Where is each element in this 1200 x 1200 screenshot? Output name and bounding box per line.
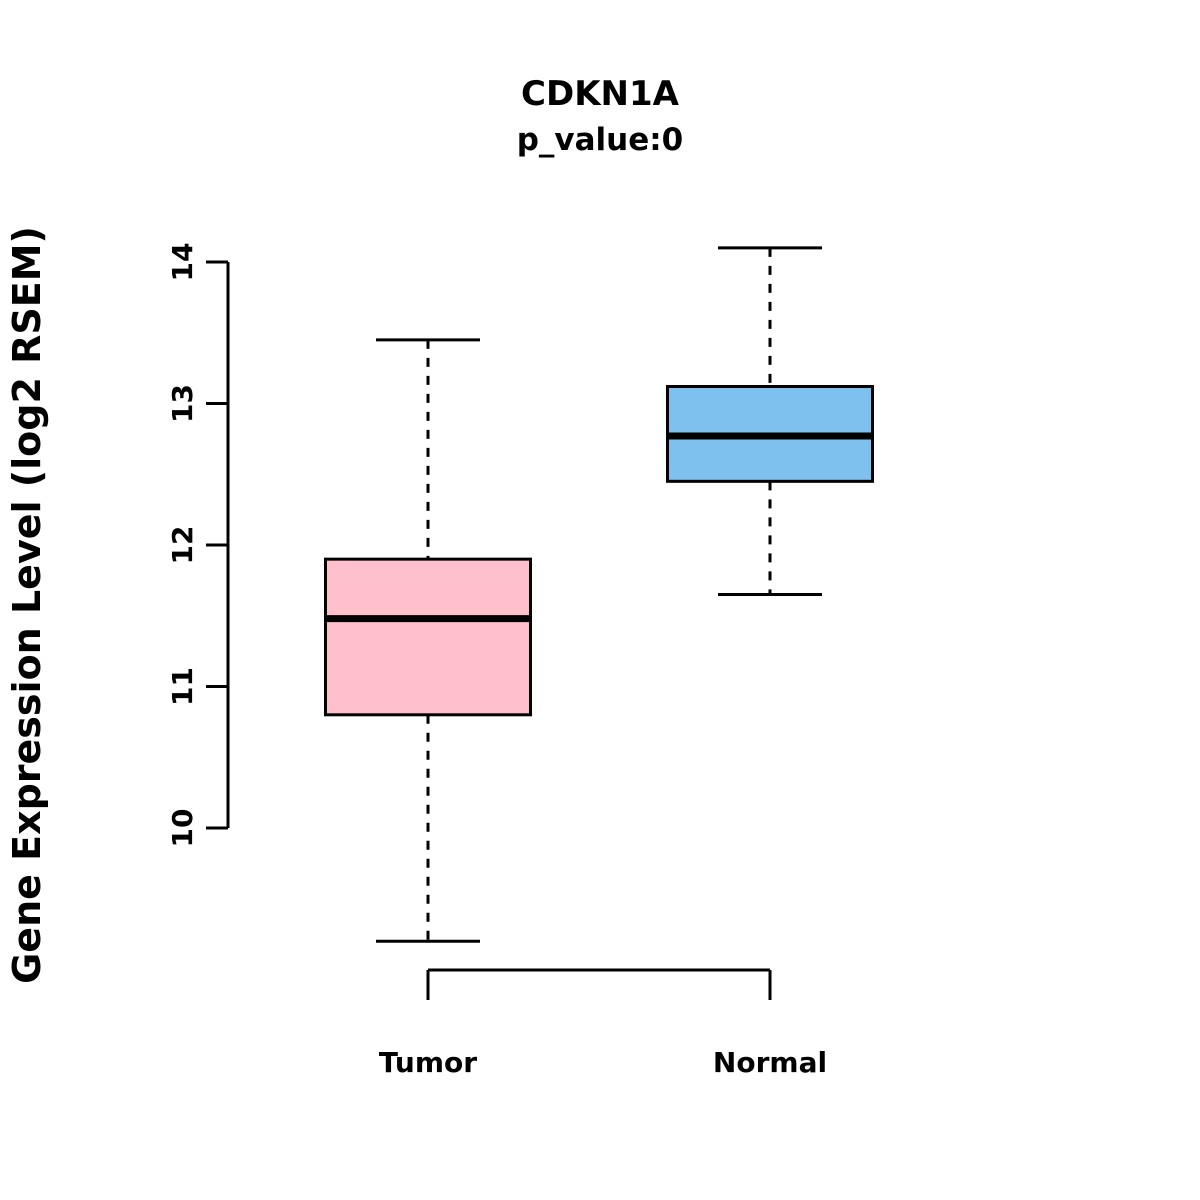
y-tick-label: 14 — [166, 243, 199, 282]
axes: 10 11 12 13 14 — [166, 243, 772, 1000]
boxplot-series — [324, 246, 874, 943]
y-axis-label: Gene Expression Level (log2 RSEM) — [5, 226, 49, 984]
chart-title: CDKN1A — [521, 74, 680, 114]
x-category-label-tumor: Tumor — [379, 1046, 477, 1079]
x-category-label-normal: Normal — [713, 1046, 827, 1079]
box-normal — [666, 246, 874, 597]
chart-subtitle: p_value:0 — [517, 122, 684, 158]
y-tick-label: 12 — [166, 526, 199, 565]
iqr-box-tumor — [324, 557, 532, 717]
y-tick-label: 10 — [166, 809, 199, 848]
y-tick-label: 11 — [166, 667, 199, 706]
y-tick-label: 13 — [166, 384, 199, 423]
box-tumor — [324, 338, 532, 943]
